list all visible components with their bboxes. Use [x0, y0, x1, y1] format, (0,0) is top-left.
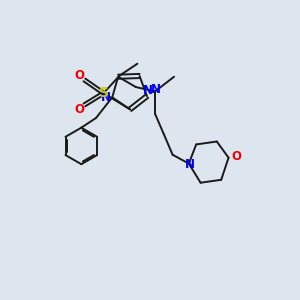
- Text: O: O: [74, 103, 84, 116]
- Text: O: O: [74, 69, 84, 82]
- Text: S: S: [98, 86, 109, 100]
- Text: O: O: [231, 150, 241, 163]
- Text: N: N: [143, 84, 153, 97]
- Text: N: N: [185, 158, 195, 171]
- Text: N: N: [101, 91, 111, 104]
- Text: N: N: [151, 83, 160, 97]
